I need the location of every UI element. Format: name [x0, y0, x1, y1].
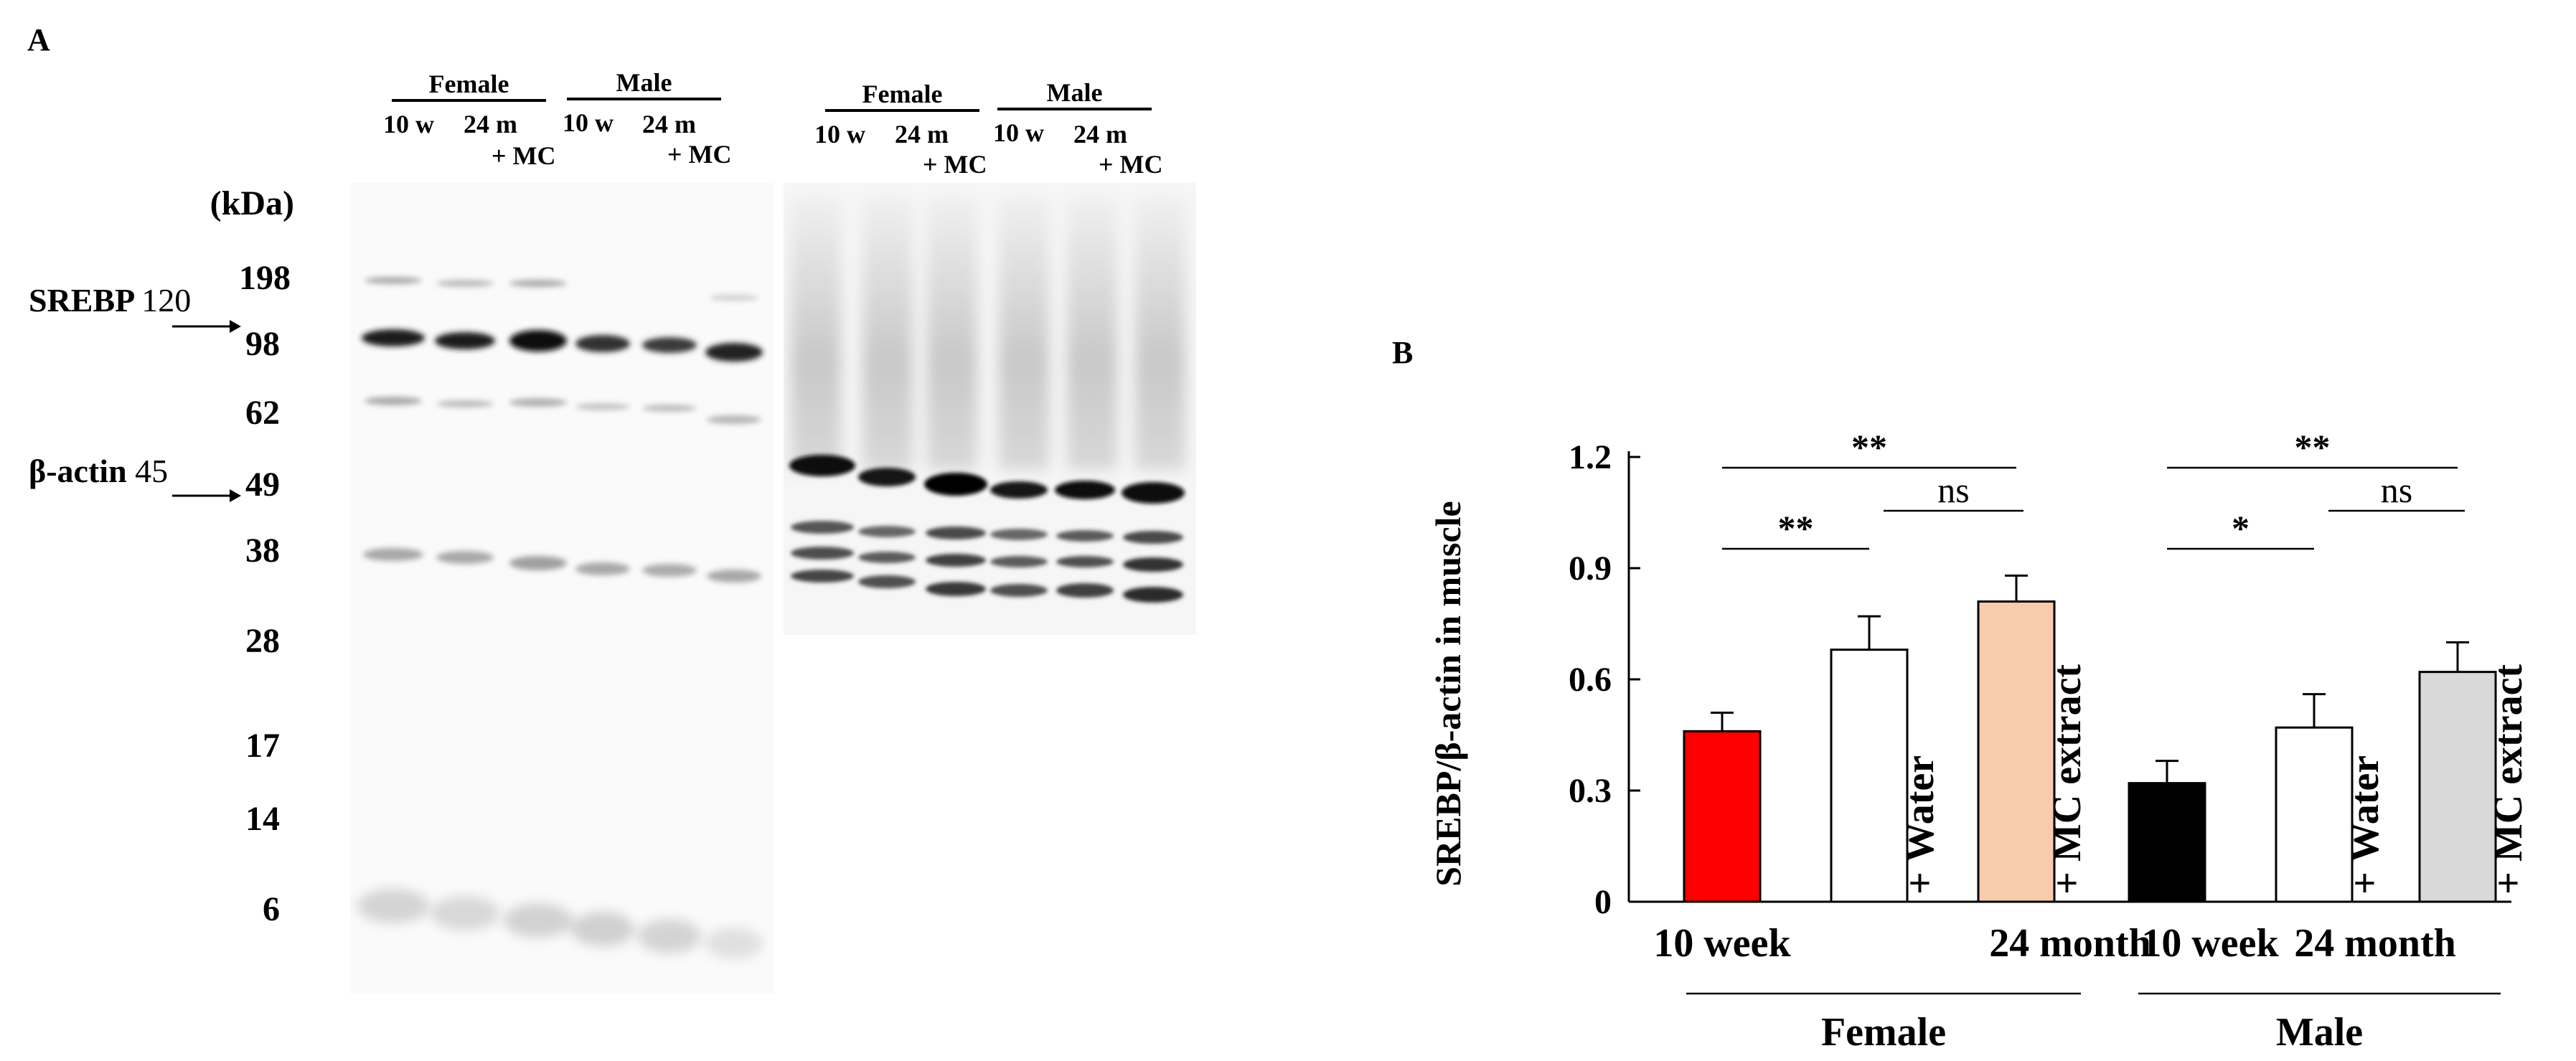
- marker-label: 6: [263, 890, 280, 928]
- bar: [1683, 730, 1762, 903]
- lane-label: 10 w: [814, 120, 865, 148]
- age-label: 24 month: [2294, 921, 2456, 966]
- lane-label: + MC: [492, 141, 556, 170]
- panel-a-letter: A: [27, 22, 50, 57]
- marker-label: 38: [245, 532, 280, 570]
- significance-label: ns: [1937, 470, 1969, 510]
- lane-label: 10 w: [563, 108, 614, 137]
- age-label: 10 week: [2141, 921, 2279, 966]
- blot-actin-membrane: [784, 183, 1196, 635]
- lane-label: 24 m: [1073, 120, 1127, 148]
- lane-label: 24 m: [642, 110, 696, 138]
- blot-srebp-membrane: [350, 183, 774, 994]
- protein-name: SREBP: [29, 282, 133, 319]
- bar: [1830, 649, 1909, 903]
- lane-label: + MC: [667, 140, 732, 169]
- age-label: 10 week: [1653, 921, 1791, 966]
- protein-size: 120: [141, 282, 192, 319]
- lane-label: + MC: [923, 150, 987, 179]
- lane-label: 24 m: [895, 120, 949, 148]
- significance-label: **: [1851, 427, 1887, 467]
- bar: [2418, 671, 2497, 903]
- blot1-female-header: Female: [392, 69, 546, 102]
- actin-arrow-icon: [172, 489, 241, 502]
- bar-label: + Water: [2343, 755, 2387, 895]
- blot2-female-header: Female: [825, 79, 979, 112]
- bar-label: + MC extract: [2486, 664, 2531, 895]
- group-label: Female: [862, 80, 943, 108]
- panel-b-letter: B: [1392, 335, 1414, 370]
- protein-name: β-actin: [29, 453, 127, 489]
- lane-label: + MC: [1099, 150, 1163, 179]
- marker-label: 28: [245, 622, 280, 660]
- marker-label: 49: [245, 466, 280, 504]
- significance-label: *: [2232, 508, 2250, 548]
- marker-label: 17: [245, 727, 280, 765]
- srebp-arrow-icon: [172, 320, 241, 333]
- lane-label: 24 m: [464, 110, 517, 138]
- lane-label: 10 w: [993, 118, 1044, 147]
- marker-label: 98: [245, 325, 280, 363]
- y-tick-label: 0.3: [1569, 772, 1612, 810]
- protein-size: 45: [135, 453, 169, 489]
- bar-chart: 0 0.3 0.6 0.9 1.2 SREBP/β-actin in muscle + Wa…: [1428, 427, 2531, 1055]
- marker-label: 14: [245, 800, 280, 838]
- y-tick-label: 0: [1594, 883, 1612, 921]
- marker-label: 198: [239, 259, 291, 297]
- age-label: 24 month: [1989, 921, 2151, 966]
- bar-label: + Water: [1898, 755, 1942, 895]
- group-label: Female: [428, 70, 509, 98]
- group-label: Male: [2276, 1010, 2363, 1055]
- y-axis-title: SREBP/β-actin in muscle: [1428, 501, 1468, 886]
- protein-label-actin: β-actin 45: [29, 452, 168, 490]
- significance-label: ns: [2381, 470, 2412, 510]
- y-tick-label: 1.2: [1569, 438, 1612, 476]
- marker-label: 62: [245, 394, 280, 432]
- blot1-male-header: Male: [567, 67, 721, 100]
- significance-label: **: [1778, 508, 1814, 548]
- blot2-male-header: Male: [997, 77, 1152, 110]
- bar: [2128, 782, 2206, 903]
- y-tick-label: 0.6: [1569, 661, 1612, 699]
- protein-label-srebp: SREBP 120: [29, 281, 191, 319]
- significance-label: **: [2295, 427, 2331, 467]
- y-tick-label: 0.9: [1569, 550, 1612, 588]
- group-label: Male: [616, 68, 672, 97]
- group-label: Male: [1046, 78, 1103, 107]
- bar: [1977, 600, 2056, 903]
- bar-label: + MC extract: [2045, 664, 2090, 895]
- lane-label: 10 w: [383, 110, 434, 138]
- kda-label: (kDa): [210, 184, 294, 222]
- group-label: Female: [1821, 1010, 1946, 1055]
- bar: [2275, 726, 2354, 903]
